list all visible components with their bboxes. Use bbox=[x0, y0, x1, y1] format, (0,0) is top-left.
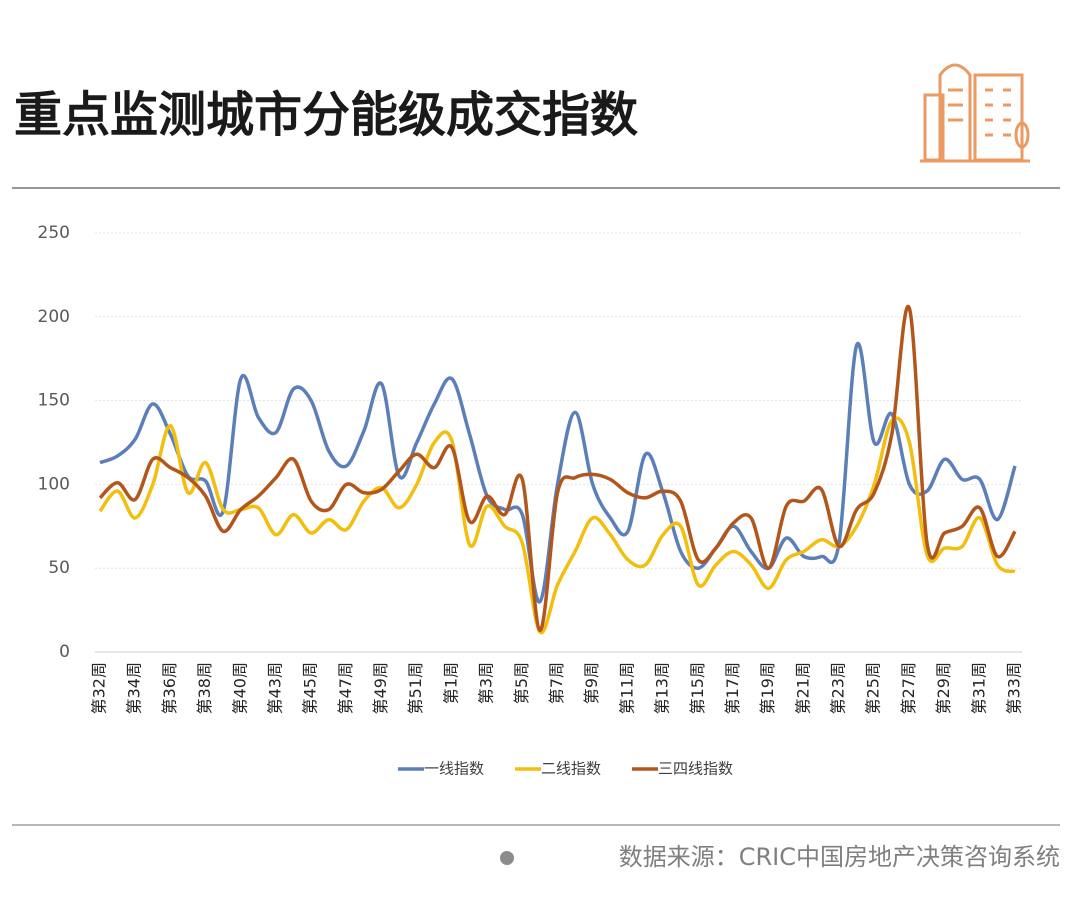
x-tick-label: 第15周 bbox=[688, 662, 707, 714]
x-tick-label: 第32周 bbox=[90, 662, 109, 714]
y-tick-label: 100 bbox=[38, 474, 70, 494]
x-tick-label: 第3周 bbox=[477, 662, 496, 704]
series-line bbox=[99, 341, 1017, 604]
x-tick-label: 第21周 bbox=[793, 662, 812, 714]
y-tick-label: 0 bbox=[59, 642, 70, 662]
x-tick-label: 第33周 bbox=[1005, 662, 1024, 714]
x-tick-label: 第7周 bbox=[547, 662, 566, 704]
x-tick-label: 第25周 bbox=[864, 662, 883, 714]
x-tick-label: 第36周 bbox=[160, 662, 179, 714]
x-tick-label: 第19周 bbox=[758, 662, 777, 714]
y-tick-label: 200 bbox=[38, 307, 70, 327]
x-tick-label: 第29周 bbox=[934, 662, 953, 714]
legend-label: 一线指数 bbox=[424, 760, 484, 778]
y-tick-label: 50 bbox=[48, 558, 70, 578]
source-dot bbox=[500, 851, 514, 865]
source: 数据来源：CRIC中国房地产决策咨询系统 bbox=[619, 843, 1060, 871]
y-tick-label: 250 bbox=[38, 223, 70, 243]
x-tick-label: 第49周 bbox=[371, 662, 390, 714]
x-tick-label: 第45周 bbox=[301, 662, 320, 714]
x-tick-label: 第38周 bbox=[195, 662, 214, 714]
x-tick-label: 第23周 bbox=[829, 662, 848, 714]
x-tick-label: 第9周 bbox=[582, 662, 601, 704]
series-line bbox=[98, 304, 1017, 632]
x-tick-label: 第17周 bbox=[723, 662, 742, 714]
legend-label: 三四线指数 bbox=[658, 760, 733, 778]
chart-title: 重点监测城市分能级成交指数 bbox=[14, 87, 638, 143]
x-tick-label: 第51周 bbox=[406, 662, 425, 714]
x-tick-label: 第13周 bbox=[653, 662, 672, 714]
x-tick-label: 第40周 bbox=[230, 662, 249, 714]
y-tick-label: 150 bbox=[38, 391, 70, 411]
x-tick-label: 第43周 bbox=[265, 662, 284, 714]
series-line bbox=[98, 416, 1016, 635]
x-tick-label: 第11周 bbox=[617, 662, 636, 714]
x-tick-label: 第27周 bbox=[899, 662, 918, 714]
building-icon bbox=[920, 63, 1030, 163]
x-tick-label: 第31周 bbox=[969, 662, 988, 714]
x-tick-label: 第1周 bbox=[441, 662, 460, 704]
x-tick-label: 第5周 bbox=[512, 662, 531, 704]
x-tick-label: 第47周 bbox=[336, 662, 355, 714]
x-tick-label: 第34周 bbox=[125, 662, 144, 714]
legend-label: 二线指数 bbox=[541, 760, 601, 778]
